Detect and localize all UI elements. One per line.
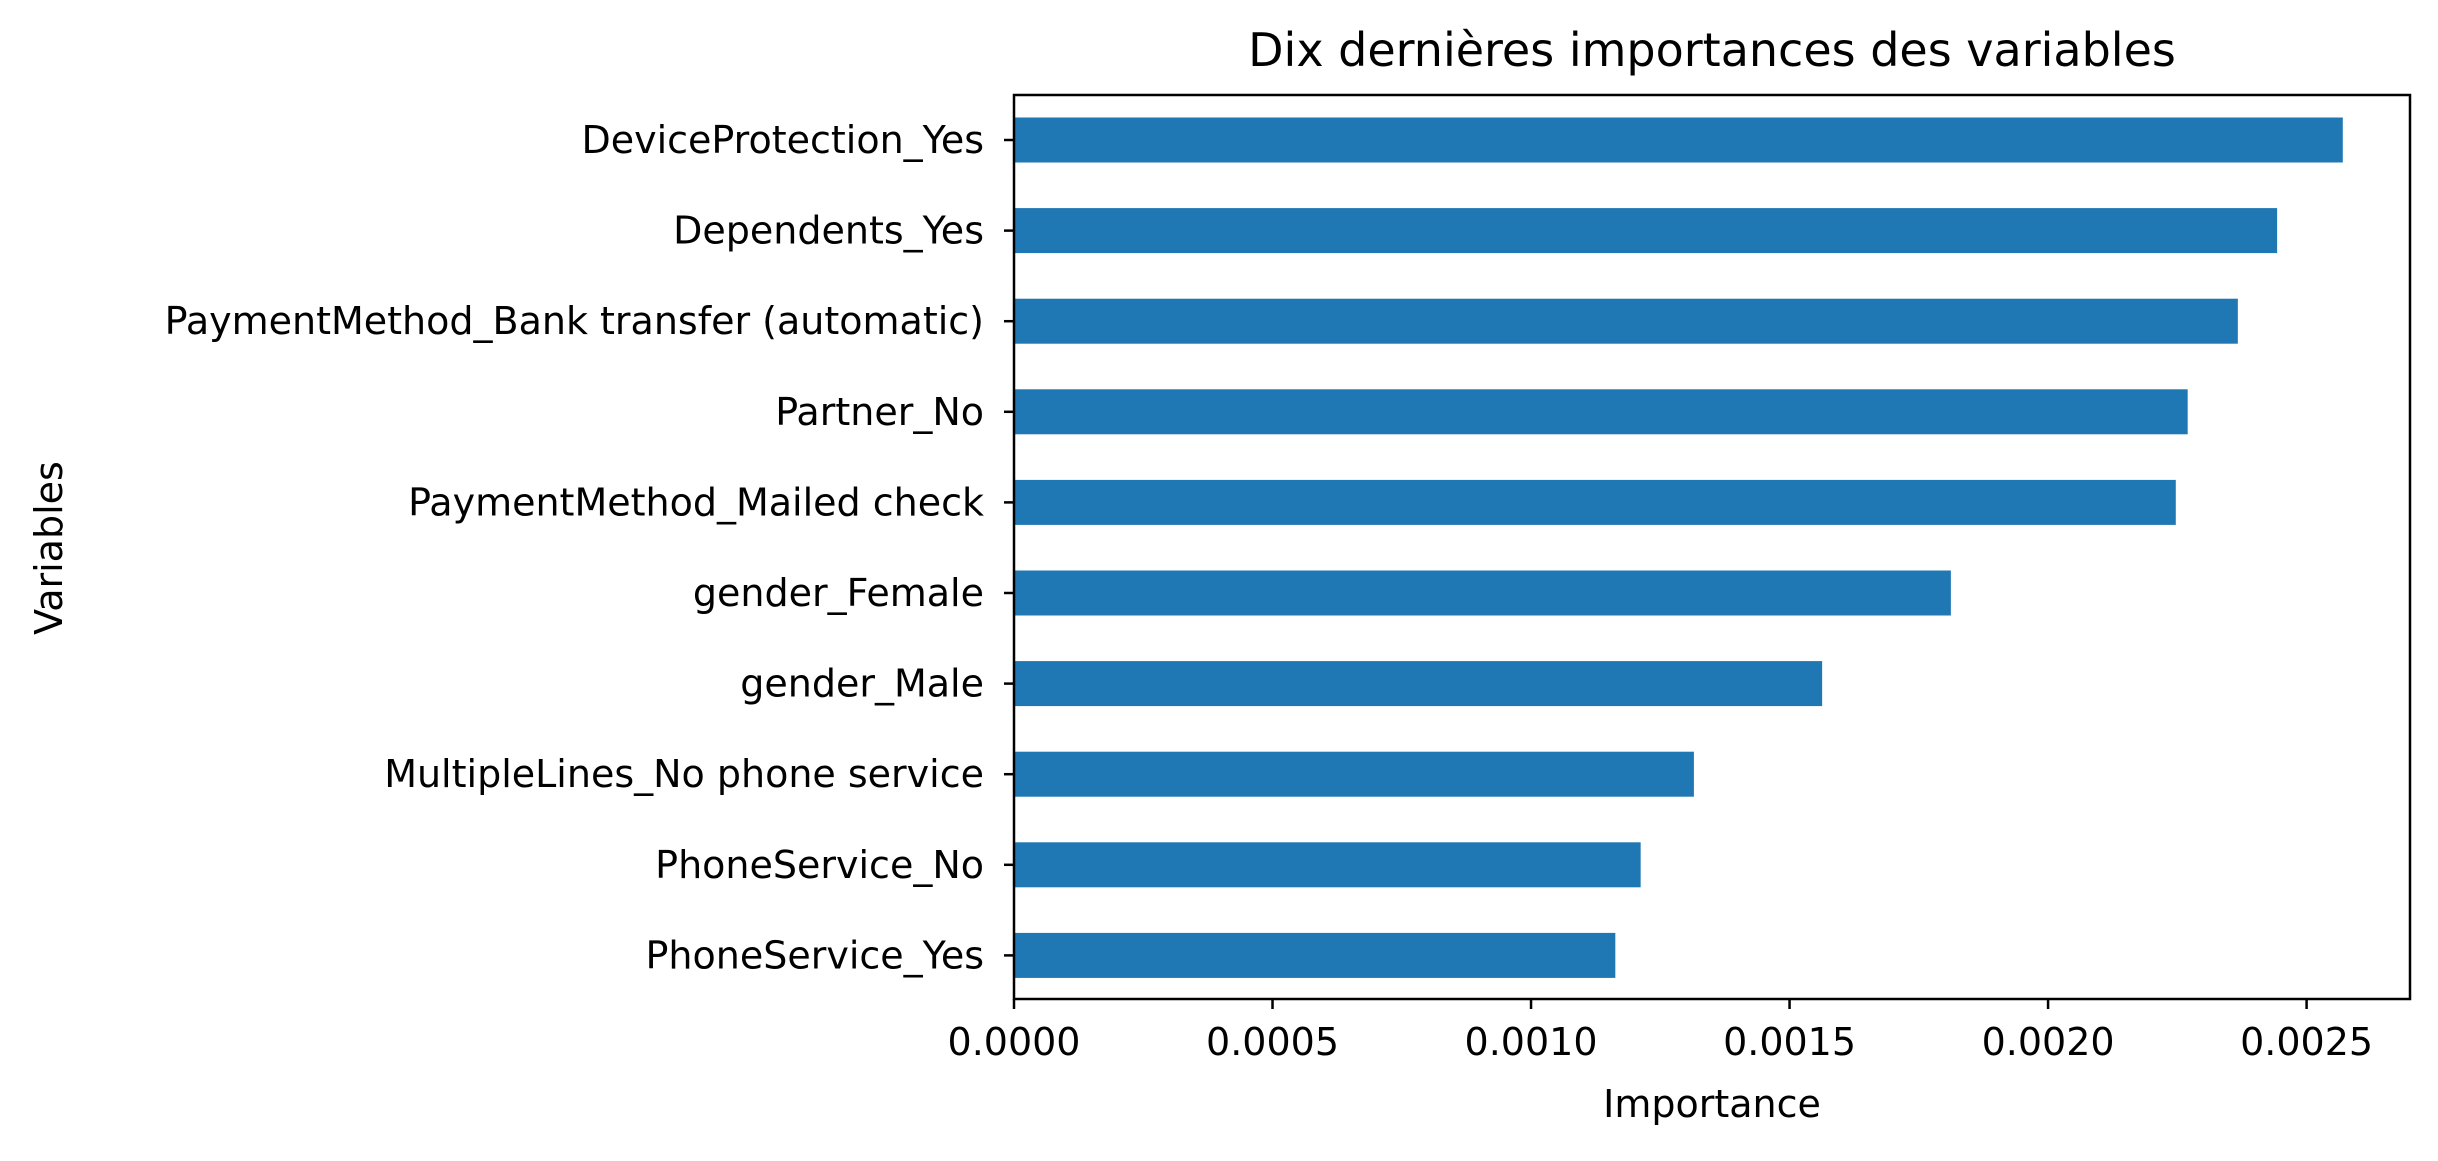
- x-tick-label: 0.0020: [1982, 1020, 2115, 1064]
- y-axis-label: Variables: [27, 461, 71, 635]
- y-tick-label: DeviceProtection_Yes: [581, 118, 984, 162]
- bar: [1014, 298, 2238, 344]
- y-tick-label: PhoneService_Yes: [646, 933, 985, 977]
- bar: [1014, 389, 2188, 435]
- y-tick-label: Dependents_Yes: [673, 209, 984, 253]
- bar: [1014, 479, 2176, 525]
- x-tick-label: 0.0005: [1206, 1020, 1339, 1064]
- x-tick-label: 0.0015: [1723, 1020, 1856, 1064]
- bars-group: [1014, 117, 2343, 978]
- x-tick-label: 0.0010: [1465, 1020, 1598, 1064]
- y-tick-label: PaymentMethod_Bank transfer (automatic): [165, 299, 984, 343]
- bar: [1014, 117, 2343, 163]
- x-ticks-group: 0.0000 0.0005 0.0010 0.0015 0.0020 0.0025: [948, 999, 2373, 1064]
- x-tick-label: 0.0000: [948, 1020, 1081, 1064]
- bar: [1014, 208, 2278, 254]
- y-ticks-group: DeviceProtection_Yes Dependents_Yes Paymen…: [165, 118, 1014, 977]
- y-tick-label: gender_Female: [693, 571, 984, 615]
- x-axis-label: Importance: [1603, 1082, 1821, 1126]
- chart-title: Dix dernières importances des variables: [1248, 23, 2176, 77]
- y-tick-label: PhoneService_No: [655, 843, 984, 887]
- y-tick-label: MultipleLines_No phone service: [384, 752, 984, 796]
- bar: [1014, 570, 1951, 616]
- y-tick-label: PaymentMethod_Mailed check: [408, 480, 984, 524]
- bar: [1014, 842, 1641, 888]
- bar: [1014, 932, 1616, 978]
- y-tick-label: Partner_No: [775, 390, 984, 434]
- plot-frame: [1012, 93, 2412, 1001]
- y-tick-label: gender_Male: [740, 662, 984, 706]
- bar: [1014, 661, 1823, 707]
- bar: [1014, 751, 1694, 797]
- x-tick-label: 0.0025: [2240, 1020, 2373, 1064]
